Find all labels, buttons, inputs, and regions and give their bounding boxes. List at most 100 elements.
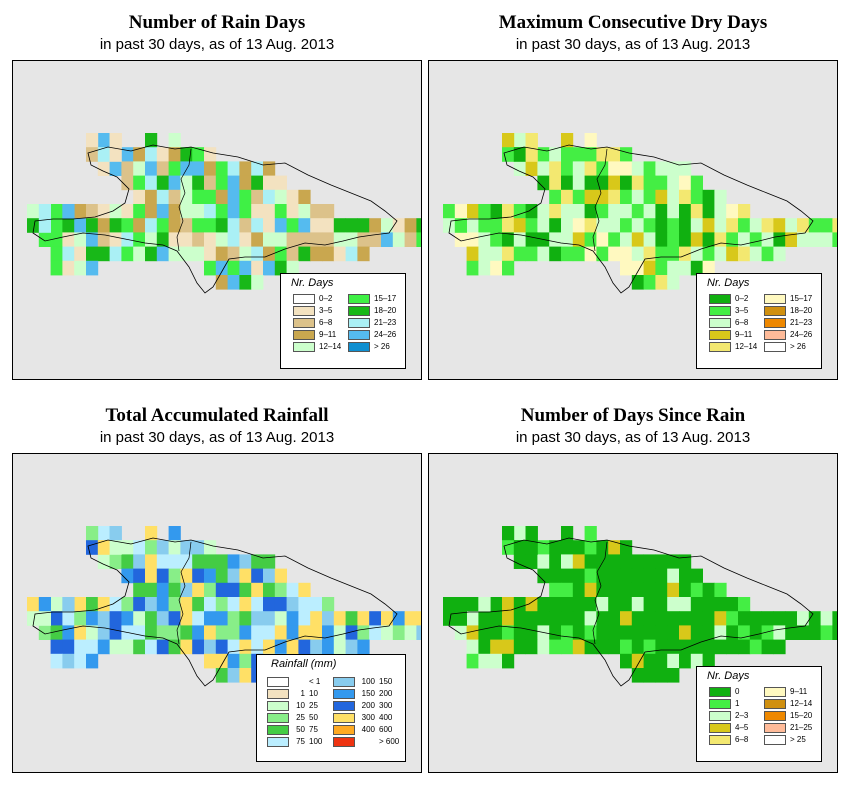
grid-cell <box>156 246 169 262</box>
grid-cell <box>251 597 264 612</box>
grid-cell <box>525 554 538 569</box>
grid-cell <box>310 611 323 626</box>
grid-cell <box>145 204 158 219</box>
grid-cell <box>643 275 656 290</box>
grid-cell <box>608 161 621 176</box>
grid-cell <box>631 554 644 569</box>
grid-cell <box>513 554 526 569</box>
grid-cell <box>679 204 692 219</box>
grid-cell <box>525 611 538 626</box>
grid-cell <box>204 204 217 219</box>
grid-cell <box>620 540 633 555</box>
grid-cell <box>537 246 550 262</box>
panel-subtitle: in past 30 days, as of 13 Aug. 2013 <box>515 429 751 446</box>
grid-cell <box>679 218 692 233</box>
grid-cell <box>263 246 276 262</box>
panel-title: Number of Days Since Rain <box>520 405 746 426</box>
grid-cell <box>584 175 597 191</box>
grid-cell <box>502 597 515 612</box>
grid-cell <box>502 147 515 162</box>
grid-cell <box>620 554 633 569</box>
grid-cell <box>561 218 574 233</box>
grid-cell <box>466 232 479 247</box>
grid-cell <box>357 232 370 247</box>
grid-cell <box>620 204 633 219</box>
legend-swatch <box>709 342 731 352</box>
grid-cell <box>702 260 715 276</box>
grid-cell <box>156 639 169 655</box>
grid-cell <box>631 668 644 683</box>
grid-cell <box>310 246 323 262</box>
grid-cell <box>156 597 169 612</box>
grid-cell <box>549 611 562 626</box>
grid-cell <box>690 246 703 262</box>
grid-cell <box>679 597 692 612</box>
grid-cell <box>180 639 193 655</box>
grid-cell <box>454 232 467 247</box>
grid-cell <box>490 639 503 655</box>
grid-cell <box>204 260 217 276</box>
grid-cell <box>62 597 75 612</box>
grid-cell <box>714 189 727 205</box>
grid-cell <box>631 639 644 655</box>
grid-cell <box>133 639 146 655</box>
coastline <box>32 144 398 294</box>
grid-cell <box>620 175 633 191</box>
grid-cell <box>38 204 51 219</box>
grid-cell <box>109 161 122 176</box>
grid-cell <box>667 246 680 262</box>
grid-cell <box>502 625 515 640</box>
grid-cell <box>97 204 110 219</box>
grid-cell <box>204 175 217 191</box>
grid-cell <box>679 582 692 598</box>
grid-cell <box>109 232 122 247</box>
grid-cell <box>466 611 479 626</box>
grid-cell <box>667 582 680 598</box>
grid-cell <box>133 568 146 584</box>
grid-cell <box>643 260 656 276</box>
grid-cell <box>714 218 727 233</box>
grid-cell <box>38 218 51 233</box>
grid-cell <box>192 204 205 219</box>
grid-cell <box>655 668 668 683</box>
grid-cell <box>466 204 479 219</box>
grid-cell <box>478 611 491 626</box>
grid-cell <box>502 218 515 233</box>
grid-cell <box>62 639 75 655</box>
legend-swatch <box>764 306 786 316</box>
grid-cell <box>537 161 550 176</box>
grid-cell <box>679 246 692 262</box>
grid-cell <box>97 625 110 640</box>
grid-cell <box>227 246 240 262</box>
grid-cell <box>726 232 739 247</box>
grid-cell <box>572 582 585 598</box>
grid-cell <box>714 639 727 655</box>
grid-cell <box>655 218 668 233</box>
grid-cell <box>761 611 774 626</box>
legend-swatch <box>348 342 370 352</box>
grid-cell <box>643 175 656 191</box>
legend: Rainfall (mm) < 1 1 10 10 25 25 50 50 75 75 1… <box>256 654 406 762</box>
grid-cell <box>345 218 358 233</box>
grid-cell <box>180 204 193 219</box>
map-rain-days: Nr. Days 0–2 3–5 6–8 9–11 12–14 15–17 18… <box>12 60 422 380</box>
grid-cell <box>702 611 715 626</box>
grid-cell <box>643 232 656 247</box>
grid-cell <box>322 597 335 612</box>
map-days-since-rain: Nr. Days 0 1 2–3 4–5 6–8 9–11 12–14 15–2… <box>428 453 838 773</box>
grid-cell <box>145 611 158 626</box>
panel-subtitle: in past 30 days, as of 13 Aug. 2013 <box>99 36 335 53</box>
grid-cell <box>525 133 538 148</box>
grid-cell <box>239 246 252 262</box>
grid-cell <box>74 653 87 669</box>
legend-swatch <box>764 687 786 697</box>
grid-cell <box>322 246 335 262</box>
grid-cell <box>215 554 228 569</box>
grid-cell <box>702 625 715 640</box>
grid-cell <box>726 218 739 233</box>
grid-cell <box>525 540 538 555</box>
grid-cell <box>714 597 727 612</box>
map-canvas <box>27 133 421 294</box>
grid-cell <box>549 161 562 176</box>
grid-cell <box>168 218 181 233</box>
